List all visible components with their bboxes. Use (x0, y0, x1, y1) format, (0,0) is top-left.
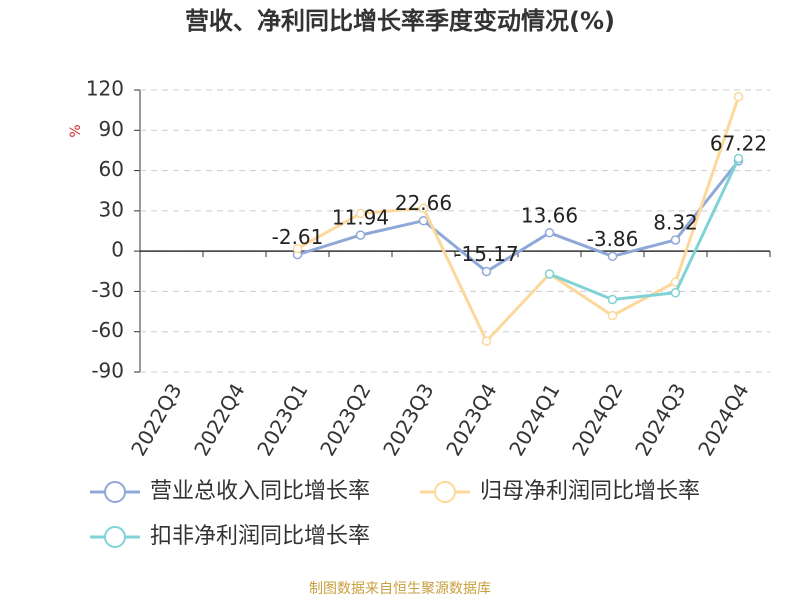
y-tick-label: -60 (91, 318, 124, 342)
y-tick-label: 60 (99, 157, 124, 181)
data-point (355, 208, 366, 219)
data-point (607, 251, 618, 262)
x-tick-label: 2022Q4 (189, 379, 249, 460)
data-point (481, 266, 492, 277)
data-point (292, 243, 303, 254)
data-point (355, 230, 366, 240)
y-axis-label: % (68, 124, 84, 137)
series-line (296, 96, 740, 344)
y-tick-label: 30 (99, 197, 124, 221)
data-label: -15.17 (454, 242, 518, 266)
x-tick-label: 2024Q3 (630, 379, 690, 460)
x-tick-label: 2023Q1 (252, 379, 312, 460)
legend-marker (104, 526, 126, 548)
x-tick-label: 2023Q3 (378, 379, 438, 460)
data-label: 67.22 (710, 131, 767, 155)
y-tick-label: -90 (91, 359, 124, 383)
data-point (544, 228, 555, 238)
legend-marker (434, 481, 456, 503)
data-label: -2.61 (272, 225, 324, 249)
legend-label: 归母净利润同比增长率 (480, 479, 700, 504)
series-line (297, 159, 740, 274)
x-tick-label: 2022Q3 (126, 379, 186, 460)
chart-title: 营收、净利同比增长率季度变动情况(%) (185, 7, 615, 35)
data-point (733, 91, 744, 102)
y-tick-label: 90 (99, 117, 124, 141)
y-tick-label: 120 (86, 77, 124, 101)
data-point (607, 294, 618, 305)
legend-label: 扣非净利润同比增长率 (150, 524, 370, 549)
data-label: 8.32 (653, 210, 698, 234)
data-label: 13.66 (521, 203, 578, 227)
data-label: 22.66 (395, 191, 452, 215)
x-tick-label: 2023Q2 (315, 379, 375, 460)
data-point (670, 235, 681, 245)
data-point (607, 310, 618, 321)
data-point (418, 215, 429, 226)
legend-marker (104, 481, 126, 503)
data-point (544, 269, 555, 279)
data-label: -3.86 (587, 227, 639, 251)
data-point (418, 203, 429, 213)
x-tick-label: 2024Q2 (567, 379, 627, 460)
data-point (481, 336, 492, 346)
x-tick-label: 2023Q4 (441, 379, 501, 460)
data-point (670, 288, 681, 298)
series-line (548, 157, 740, 302)
data-point (733, 153, 744, 164)
y-tick-label: 0 (111, 238, 124, 262)
data-label: 11.94 (332, 206, 389, 230)
x-tick-label: 2024Q4 (693, 379, 753, 460)
x-tick-label: 2024Q1 (504, 379, 564, 460)
y-tick-label: -30 (91, 278, 124, 302)
source-note: 制图数据来自恒生聚源数据库 (309, 581, 491, 597)
legend-label: 营业总收入同比增长率 (150, 479, 370, 504)
